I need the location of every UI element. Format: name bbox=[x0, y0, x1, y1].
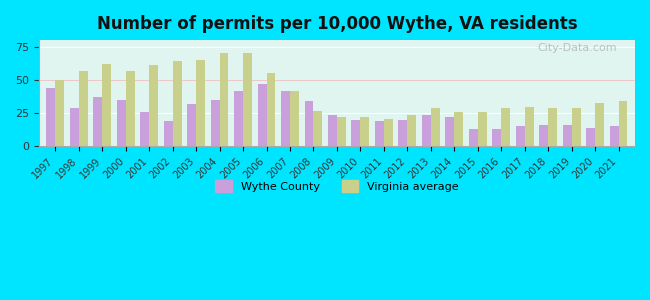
Bar bbox=[375, 121, 384, 146]
Bar bbox=[515, 127, 525, 146]
Bar bbox=[257, 84, 266, 146]
Bar bbox=[164, 121, 173, 146]
Bar bbox=[266, 73, 276, 146]
Bar bbox=[243, 53, 252, 146]
Bar bbox=[220, 53, 229, 146]
Bar bbox=[281, 91, 290, 146]
Bar bbox=[431, 108, 439, 146]
Bar bbox=[408, 115, 416, 146]
Bar bbox=[478, 112, 487, 146]
Bar bbox=[454, 112, 463, 146]
Title: Number of permits per 10,000 Wythe, VA residents: Number of permits per 10,000 Wythe, VA r… bbox=[97, 15, 577, 33]
Bar bbox=[501, 108, 510, 146]
Bar bbox=[125, 71, 135, 146]
Bar bbox=[445, 117, 454, 146]
Bar bbox=[563, 125, 571, 146]
Bar bbox=[196, 60, 205, 146]
Bar bbox=[187, 104, 196, 146]
Bar bbox=[94, 97, 102, 146]
Bar bbox=[469, 129, 478, 146]
Text: City-Data.com: City-Data.com bbox=[538, 43, 617, 53]
Bar bbox=[352, 120, 360, 146]
Bar bbox=[305, 101, 313, 146]
Bar bbox=[313, 111, 322, 146]
Bar bbox=[79, 71, 88, 146]
Bar bbox=[619, 101, 627, 146]
Bar bbox=[586, 128, 595, 146]
Bar bbox=[46, 88, 55, 146]
Bar bbox=[571, 108, 580, 146]
Bar bbox=[398, 120, 408, 146]
Bar bbox=[540, 125, 548, 146]
Bar bbox=[337, 117, 346, 146]
Bar bbox=[548, 108, 557, 146]
Bar bbox=[70, 108, 79, 146]
Bar bbox=[384, 118, 393, 146]
Bar bbox=[328, 115, 337, 146]
Bar bbox=[290, 91, 299, 146]
Bar bbox=[149, 65, 158, 146]
Bar bbox=[360, 117, 369, 146]
Legend: Wythe County, Virginia average: Wythe County, Virginia average bbox=[211, 176, 463, 196]
Bar bbox=[55, 80, 64, 146]
Bar bbox=[492, 129, 501, 146]
Bar bbox=[422, 115, 431, 146]
Bar bbox=[525, 106, 534, 146]
Bar bbox=[140, 112, 149, 146]
Bar bbox=[173, 61, 181, 146]
Bar bbox=[595, 103, 604, 146]
Bar bbox=[102, 64, 111, 146]
Bar bbox=[211, 100, 220, 146]
Bar bbox=[610, 127, 619, 146]
Bar bbox=[117, 100, 125, 146]
Bar bbox=[234, 91, 243, 146]
